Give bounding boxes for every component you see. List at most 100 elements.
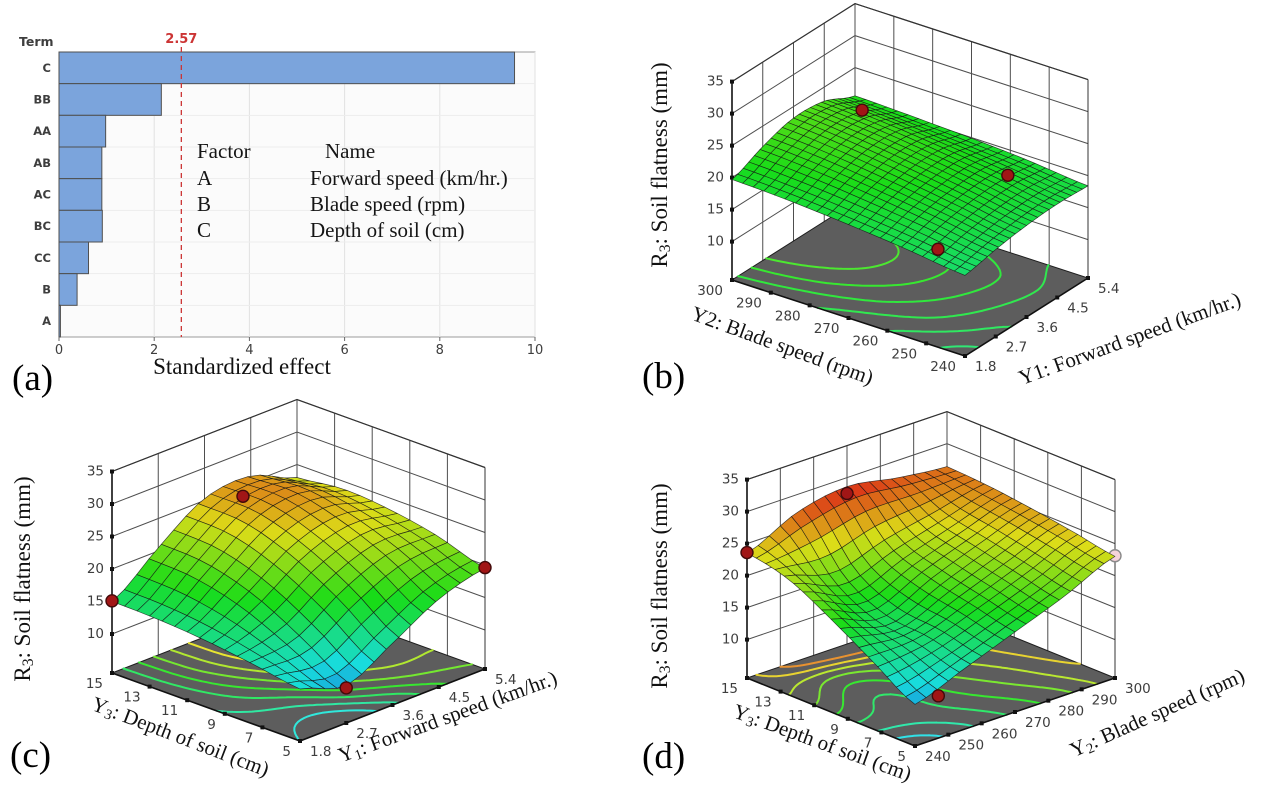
right-axis-tick [1046, 698, 1051, 703]
bar-AC [58, 178, 103, 211]
contour-level-20 [737, 235, 1002, 303]
bar-BC [58, 209, 103, 243]
x-tick-label: 8 [436, 343, 444, 358]
left-axis-tick-label: 5 [282, 744, 291, 760]
left-axis-tick-label: 9 [830, 722, 839, 738]
contour-level-18 [138, 661, 448, 692]
left-axis-tick-label: 240 [930, 359, 956, 375]
left-axis-tick [730, 278, 734, 282]
right-axis-tick-label: 250 [958, 738, 984, 754]
right-axis-tick [1086, 276, 1090, 280]
panel-letter: (a) [12, 358, 53, 399]
legend-name-B: Blade speed (rpm) [310, 192, 465, 216]
left-axis-tick [147, 684, 152, 689]
surface-mesh [731, 95, 1089, 276]
left-axis-tick-label: 15 [721, 681, 738, 697]
left-axis-tick [778, 689, 783, 694]
category-label-BB: BB [33, 93, 51, 107]
axes: 10 15 20 25 30 35 5 7 9 11 13 15 1.8 2.7 3.6 4.5 5.4 [86, 464, 517, 761]
bar-B [58, 273, 78, 306]
z-tick-label: 25 [722, 536, 739, 552]
left-axis-tick-label: 11 [788, 708, 805, 724]
right-axis-tick [1024, 315, 1029, 319]
right-axis-tick-label: 290 [1092, 692, 1118, 708]
left-axis-tick-label: 15 [86, 676, 103, 692]
left-axis-tick [812, 703, 817, 708]
legend-factor-B: B [197, 192, 211, 216]
design-point [478, 560, 492, 575]
surface-cell [954, 266, 971, 276]
design-points [740, 486, 946, 703]
panel-c-surface: 10 15 20 25 30 35 5 7 9 11 13 15 1.8 2.7 3.6 4.5 5.4 R3: … [0, 391, 640, 801]
z-tick [730, 207, 734, 212]
y-axis-title: Term [19, 34, 54, 49]
design-point [931, 689, 946, 703]
right-axis-tick-label: 300 [1125, 681, 1151, 697]
category-label-BC: BC [34, 219, 51, 233]
wall-top-rim [731, 2, 1089, 83]
x-axis-title: Standardized effect [153, 354, 331, 379]
contour-level-12 [895, 734, 944, 740]
surface-mesh [111, 474, 486, 690]
left-axis-tick-label: 280 [775, 308, 801, 324]
left-axis-tick-label: 9 [207, 717, 216, 733]
x-tick-label: 2 [150, 343, 158, 358]
left-axis-tick [879, 730, 884, 735]
surface-mesh [746, 466, 1116, 705]
left-axis-tick [885, 328, 890, 333]
surface-cell [287, 680, 313, 690]
contour-level-19 [816, 264, 1050, 319]
z-tick-label: 20 [87, 561, 104, 577]
right-axis-tick-label: 270 [1025, 715, 1051, 731]
z-tick-label: 35 [87, 464, 104, 480]
left-axis-tick-label: 5 [897, 749, 906, 765]
right-axis-tick [1055, 295, 1060, 300]
bar-BB [58, 83, 162, 116]
design-points [105, 489, 492, 695]
category-label-C: C [43, 61, 51, 75]
bar-AA [58, 114, 107, 148]
right-axis-tick-label: 1.8 [310, 744, 331, 760]
design-points [855, 103, 1015, 256]
right-axis-tick [1113, 676, 1117, 680]
right-axis-tick [946, 732, 951, 737]
z-tick [730, 239, 734, 244]
right-axis-tick [390, 703, 395, 707]
left-axis-tick [222, 711, 227, 716]
left-axis-tick [768, 290, 773, 295]
right-axis-tick [993, 334, 998, 339]
legend-factor-C: C [197, 218, 211, 242]
right-axis-tick [913, 744, 917, 748]
z-tick [110, 567, 114, 571]
z-tick [110, 632, 114, 636]
z-tick [730, 79, 734, 84]
right-axis-tick-label: 1.8 [975, 359, 996, 375]
category-label-AA: AA [33, 124, 51, 138]
left-axis-tick-label: 7 [245, 730, 254, 746]
z-tick-label: 15 [707, 202, 724, 218]
surface-plot-b: 10 15 20 25 30 35 240 250 260 270 280 290 300 1.8 2.7 3… [642, 2, 1244, 397]
right-axis-tick-label: 3.6 [403, 708, 424, 724]
z-tick-label: 30 [87, 496, 104, 512]
z-tick-label: 25 [87, 529, 104, 545]
wall-top-rim [111, 398, 486, 473]
legend-header-factor: Factor [197, 139, 251, 163]
x-tick-label: 0 [55, 343, 63, 358]
z-tick-label: 35 [722, 472, 739, 488]
panel-letter: (d) [642, 736, 685, 777]
right-axis-tick [436, 685, 441, 689]
z-tick-label: 30 [722, 504, 739, 520]
contour-level-14 [877, 721, 975, 732]
bar-C [58, 51, 516, 85]
legend-factor-A: A [197, 166, 213, 190]
design-point [931, 242, 945, 256]
category-label-CC: CC [34, 251, 51, 265]
z-tick [745, 637, 749, 642]
category-label-A: A [42, 314, 51, 328]
left-axis-tick [845, 716, 850, 721]
z-axis-title: R3: Soil flatness (mm) [647, 483, 674, 688]
z-tick-label: 20 [722, 568, 739, 584]
panel-a-pareto: C BB AA AB AC BC CC B A 2.57 Term 0 2 4 6 8 10 Standardiz… [0, 0, 640, 400]
left-axis-tick [846, 316, 851, 320]
